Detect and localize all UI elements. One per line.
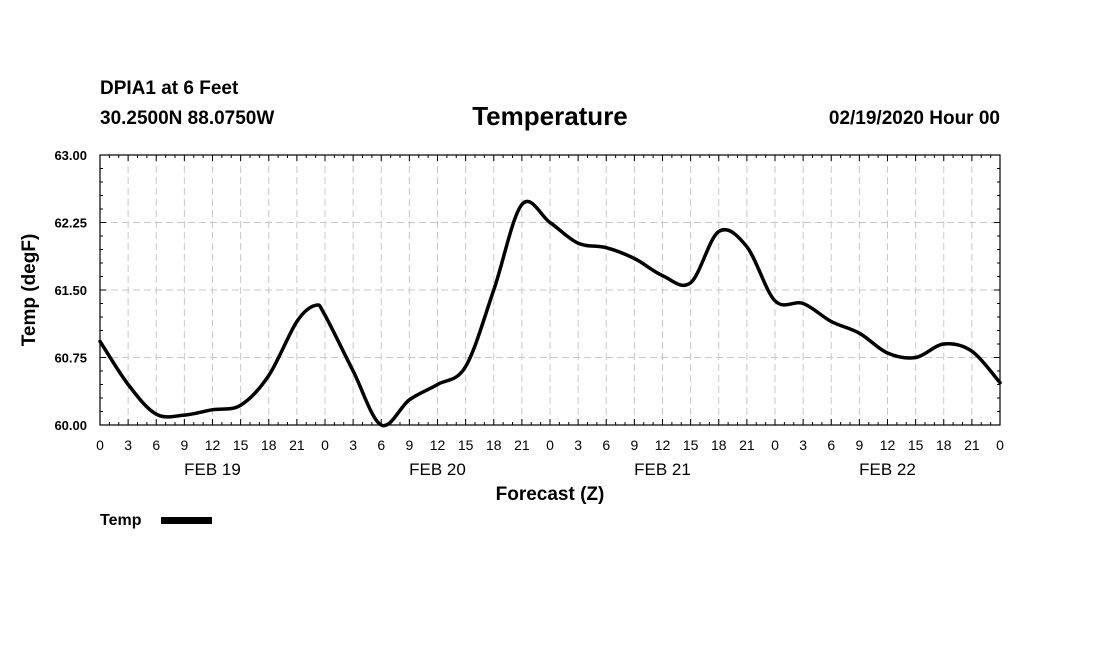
x-tick-label: 12 xyxy=(430,437,446,453)
legend-swatch xyxy=(161,517,212,524)
x-tick-label: 15 xyxy=(458,437,474,453)
x-tick-label: 21 xyxy=(289,437,305,453)
x-tick-label: 9 xyxy=(855,437,863,453)
x-tick-label: 9 xyxy=(405,437,413,453)
day-labels: FEB 19 FEB 20 FEB 21 FEB 22 xyxy=(184,460,916,479)
day-label: FEB 21 xyxy=(634,460,691,479)
x-tick-label: 21 xyxy=(739,437,755,453)
y-tick-label: 62.25 xyxy=(54,216,87,231)
x-axis-label: Forecast (Z) xyxy=(496,484,605,505)
x-tick-label: 18 xyxy=(936,437,952,453)
x-tick-label: 6 xyxy=(827,437,835,453)
series-layer xyxy=(98,199,1002,428)
y-tick-label: 60.75 xyxy=(54,351,87,366)
x-tick-label: 18 xyxy=(261,437,277,453)
legend: Temp xyxy=(100,512,212,529)
x-tick-label: 18 xyxy=(711,437,727,453)
x-tick-label: 0 xyxy=(321,437,329,453)
y-axis-label: Temp (degF) xyxy=(19,234,40,347)
x-tick-label: 15 xyxy=(683,437,699,453)
x-tick-labels: 0 3 6 9 12 15 18 21 0 3 6 9 12 15 18 21 0 3 6 9 12 15 18 21 0 3 6 9… xyxy=(96,437,1004,453)
day-label: FEB 20 xyxy=(409,460,466,479)
chart-title: Temperature xyxy=(472,101,628,131)
day-label: FEB 22 xyxy=(859,460,916,479)
location-label: 30.2500N 88.0750W xyxy=(100,108,274,129)
legend-label: Temp xyxy=(100,512,142,529)
x-tick-label: 12 xyxy=(880,437,896,453)
y-tick-label: 60.00 xyxy=(54,418,87,433)
x-tick-label: 21 xyxy=(964,437,980,453)
x-tick-label: 3 xyxy=(349,437,357,453)
x-tick-label: 9 xyxy=(180,437,188,453)
grid-lines xyxy=(100,155,1000,425)
x-tick-label: 0 xyxy=(771,437,779,453)
x-tick-label: 12 xyxy=(655,437,671,453)
day-label: FEB 19 xyxy=(184,460,241,479)
x-tick-label: 6 xyxy=(377,437,385,453)
axis-ticks xyxy=(99,154,1001,426)
issued-label: 02/19/2020 Hour 00 xyxy=(829,108,1000,129)
x-tick-label: 21 xyxy=(514,437,530,453)
x-tick-label: 3 xyxy=(124,437,132,453)
y-tick-label: 61.50 xyxy=(54,283,87,298)
x-tick-label: 6 xyxy=(602,437,610,453)
x-tick-label: 0 xyxy=(996,437,1004,453)
x-tick-label: 12 xyxy=(205,437,221,453)
x-tick-label: 15 xyxy=(233,437,249,453)
y-tick-labels: 60.00 60.75 61.50 62.25 63.00 xyxy=(54,148,87,433)
x-tick-label: 18 xyxy=(486,437,502,453)
x-tick-label: 3 xyxy=(574,437,582,453)
x-tick-label: 3 xyxy=(799,437,807,453)
x-tick-label: 6 xyxy=(152,437,160,453)
y-tick-label: 63.00 xyxy=(54,148,87,163)
x-tick-label: 9 xyxy=(630,437,638,453)
x-tick-label: 15 xyxy=(908,437,924,453)
series-line-temp xyxy=(98,199,1002,428)
x-tick-label: 0 xyxy=(546,437,554,453)
x-tick-label: 0 xyxy=(96,437,104,453)
station-label: DPIA1 at 6 Feet xyxy=(100,78,239,99)
